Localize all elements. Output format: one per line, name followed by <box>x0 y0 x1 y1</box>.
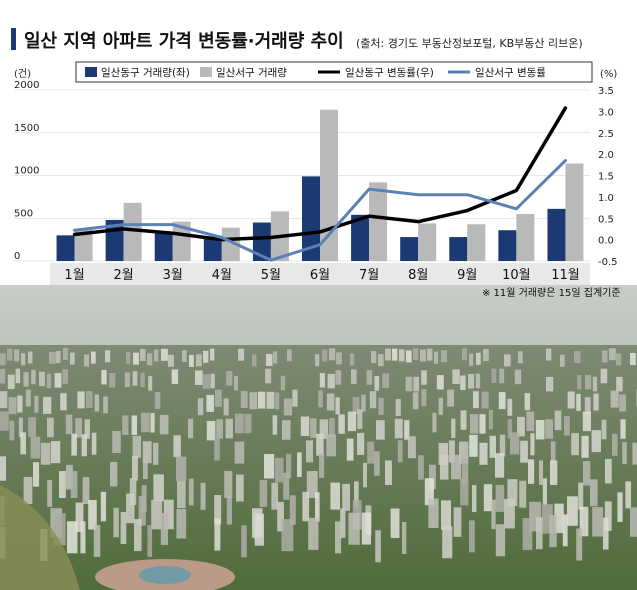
category-label: 3월 <box>163 268 183 283</box>
legend-label-seo-rate: 일산서구 변동률 <box>475 66 546 79</box>
chart-title: 일산 지역 아파트 가격 변동률·거래량 추이 <box>24 31 344 52</box>
right-tick-label: 3.5 <box>598 86 614 97</box>
bar-seo-volume <box>123 202 142 261</box>
bar-dong-volume <box>203 237 222 261</box>
line-series <box>72 106 568 262</box>
city-aerial-photo <box>0 285 637 590</box>
left-tick-label: 1500 <box>14 123 39 134</box>
title-bar <box>11 28 16 50</box>
bar-seo-volume <box>369 182 388 261</box>
category-label: 2월 <box>114 268 134 283</box>
line-dong-rate <box>72 106 568 242</box>
bar-dong-volume <box>498 230 517 261</box>
category-labels: 1월 2월 3월 4월 5월 6월 7월 8월 9월 10월 11월 <box>64 268 579 283</box>
bar-seo-volume <box>418 223 437 261</box>
bar-seo-volume <box>565 163 584 261</box>
legend-label-dong-rate: 일산동구 변동률(우) <box>345 66 434 79</box>
right-tick-label: 3.0 <box>598 107 614 118</box>
bar-dong-volume <box>154 231 173 261</box>
category-label: 6월 <box>310 268 330 283</box>
left-tick-label: 0 <box>14 251 20 262</box>
left-tick-label: 500 <box>14 208 33 219</box>
left-axis-unit: (건) <box>14 68 31 80</box>
category-label: 11월 <box>551 268 580 283</box>
bar-seo-volume <box>74 229 93 261</box>
left-axis-ticks: 0 500 1000 1500 2000 <box>14 80 39 262</box>
right-tick-label: 1.5 <box>598 172 614 183</box>
bar-seo-volume <box>221 227 240 261</box>
category-label: 9월 <box>457 268 477 283</box>
right-tick-label: 0.5 <box>598 214 614 225</box>
bar-dong-volume <box>302 176 320 261</box>
right-tick-label: 2.0 <box>598 150 614 161</box>
bar-seo-volume <box>172 221 191 261</box>
bar-seo-volume <box>516 213 535 261</box>
line-seo-rate <box>73 159 567 262</box>
chart: 일산 지역 아파트 가격 변동률·거래량 추이 (출처: 경기도 부동산정보포털… <box>11 28 621 299</box>
category-label: 8월 <box>408 268 428 283</box>
right-tick-label: 2.5 <box>598 129 614 140</box>
bar-dong-volume <box>547 208 566 261</box>
legend-swatch-seo-volume <box>200 67 212 77</box>
right-tick-label: -0.5 <box>598 257 618 268</box>
category-label: 4월 <box>212 268 232 283</box>
left-tick-label: 1000 <box>14 166 39 177</box>
legend-label-dong-volume: 일산동구 거래량(좌) <box>101 66 190 79</box>
chart-source: (출처: 경기도 부동산정보포털, KB부동산 리브온) <box>356 37 583 50</box>
left-tick-label: 2000 <box>14 80 39 91</box>
category-label: 5월 <box>261 268 281 283</box>
legend-swatch-dong-volume <box>85 67 97 77</box>
category-label: 7월 <box>359 268 379 283</box>
category-label: 1월 <box>64 268 84 283</box>
bar-dong-volume <box>400 237 419 261</box>
legend: 일산동구 거래량(좌) 일산서구 거래량 일산동구 변동률(우) 일산서구 변동… <box>75 61 593 83</box>
legend-label-seo-volume: 일산서구 거래량 <box>216 66 287 79</box>
bar-dong-volume <box>449 237 468 261</box>
bar-dong-volume <box>252 222 271 261</box>
category-band <box>50 263 590 285</box>
bar-seo-volume <box>320 109 338 261</box>
right-axis-unit: (%) <box>600 69 617 80</box>
right-tick-label: 0.0 <box>598 236 614 247</box>
bar-dong-volume <box>56 235 75 261</box>
bar-dong-volume <box>351 214 370 261</box>
bar-series <box>56 109 584 261</box>
bar-seo-volume <box>467 224 486 261</box>
footnote: ※ 11월 거래량은 15일 집계기준 <box>482 287 621 299</box>
right-axis-ticks: -0.5 0.0 0.5 1.0 1.5 2.0 2.5 3.0 3.5 <box>598 86 618 268</box>
right-tick-label: 1.0 <box>598 193 614 204</box>
category-label: 10월 <box>502 268 531 283</box>
